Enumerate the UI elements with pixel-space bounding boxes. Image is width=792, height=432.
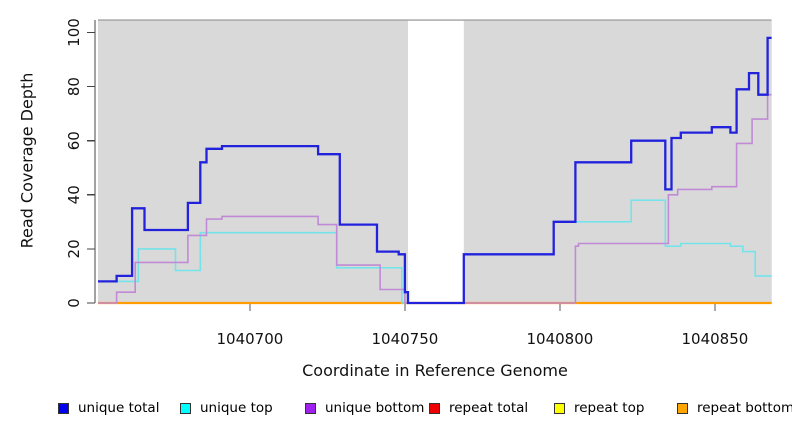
no-data-gap [408,20,464,304]
legend-swatch-unique-bottom [305,403,316,414]
legend-swatch-unique-total [58,403,69,414]
legend-label: repeat total [449,400,529,416]
legend-item-repeat-top: repeat top [554,401,644,416]
x-tick-label: 1040750 [371,330,438,348]
series-line-unique-total [98,36,772,305]
x-axis-title: Coordinate in Reference Genome [302,361,568,380]
y-tick-label: 60 [65,131,83,150]
legend-label: repeat bottom [697,400,792,416]
legend-label: unique bottom [325,400,425,416]
legend-label: unique total [78,400,160,416]
y-tick-label: 100 [65,18,83,47]
legend-item-repeat-total: repeat total [429,401,528,416]
legend-item-repeat-bottom: repeat bottom [677,401,792,416]
legend-swatch-repeat-top [554,403,565,414]
y-tick-label: 0 [65,298,83,308]
x-tick-label: 1040800 [526,330,593,348]
x-tick-label: 1040850 [681,330,748,348]
y-tick-label: 40 [65,185,83,204]
legend-label: repeat top [574,400,645,416]
legend-swatch-repeat-bottom [677,403,688,414]
legend-swatch-repeat-total [429,403,440,414]
legend-item-unique-total: unique total [58,401,159,416]
y-tick-label: 20 [65,239,83,258]
y-tick-label: 80 [65,77,83,96]
x-tick-label: 1040700 [216,330,283,348]
legend-label: unique top [200,400,273,416]
y-axis-title: Read Coverage Depth [17,72,37,249]
legend-item-unique-top: unique top [180,401,273,416]
series-line-unique-bottom [98,93,772,304]
legend-swatch-unique-top [180,403,191,414]
legend-item-unique-bottom: unique bottom [305,401,424,416]
